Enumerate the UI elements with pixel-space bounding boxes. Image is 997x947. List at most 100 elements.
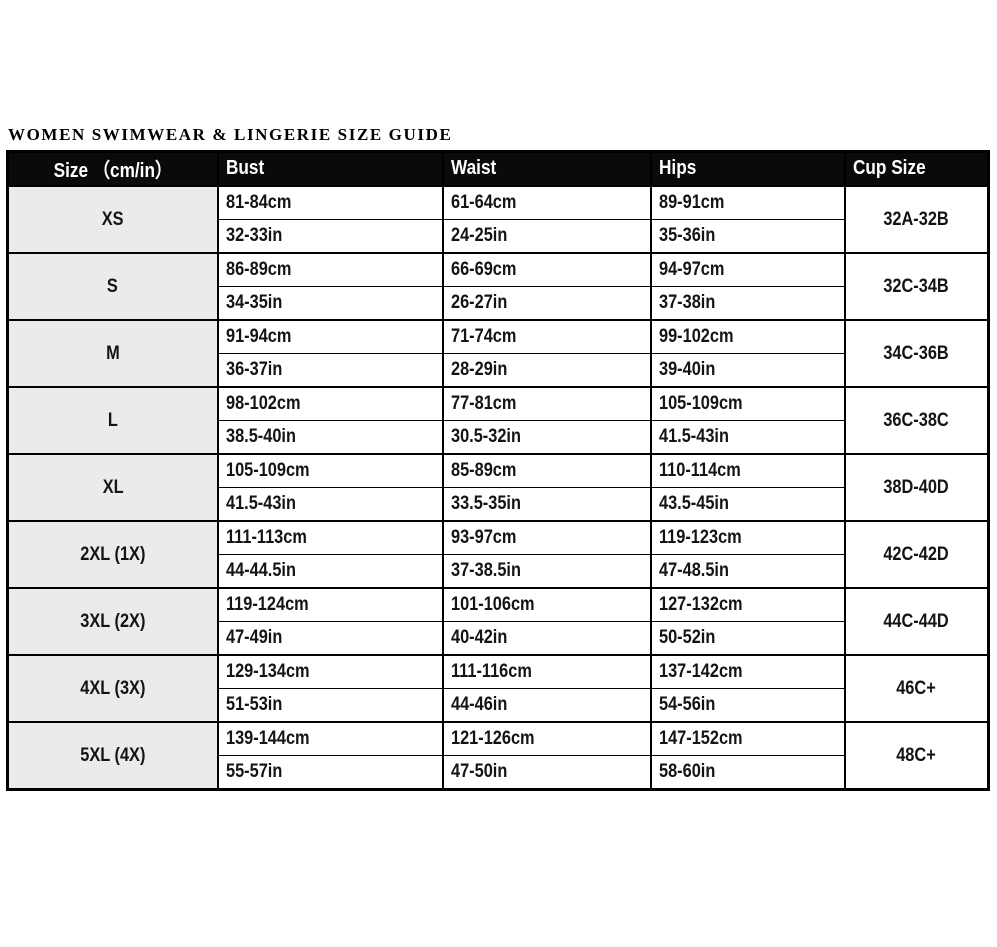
hips-in-value: 54-56in [658,694,715,715]
hips-in-value: 50-52in [658,627,715,648]
table-row: 51-53in 44-46in 54-56in [8,688,989,723]
waist-cm-value: 111-116cm [450,661,532,682]
size-label: 3XL (2X) [80,610,146,632]
hips-cm-cell: 99-102cm [649,320,846,354]
table-row: 4XL (3X) 129-134cm 111-116cm 137-142cm 4… [6,655,990,723]
waist-cm-cell: 101-106cm [441,588,652,622]
bust-in-cell: 36-37in [216,353,444,388]
hips-cm-value: 99-102cm [658,326,733,347]
col-header-hips-label: Hips [658,157,696,179]
size-label: XS [101,208,124,230]
table-row: L 98-102cm 77-81cm 105-109cm 36C-38C [6,387,990,455]
size-cell-5xl: 5XL (4X) [6,722,219,791]
table-row: XL 105-109cm 85-89cm 110-114cm 38D-40D [6,454,990,522]
cup-size-cell: 46C+ [843,655,990,723]
bust-cm-value: 105-109cm [225,460,310,481]
waist-cm-cell: 77-81cm [441,387,652,421]
waist-in-value: 26-27in [450,292,507,313]
bust-cm-cell: 91-94cm [216,320,444,354]
waist-in-value: 47-50in [450,761,507,782]
waist-in-value: 37-38.5in [450,560,521,581]
size-cell-xl: XL [6,454,219,522]
waist-in-cell: 24-25in [441,219,652,254]
hips-in-cell: 54-56in [649,688,846,723]
hips-cm-value: 110-114cm [658,460,741,481]
table-row: 32-33in 24-25in 35-36in [8,219,989,254]
bust-in-value: 51-53in [225,694,282,715]
cup-size-cell: 38D-40D [843,454,990,522]
bust-in-value: 32-33in [225,225,282,246]
table-row: 3XL (2X) 119-124cm 101-106cm 127-132cm 4… [6,588,990,656]
cup-size-cell: 42C-42D [843,521,990,589]
table-row: 5XL (4X) 139-144cm 121-126cm 147-152cm 4… [6,722,990,791]
table-row: 2XL (1X) 111-113cm 93-97cm 119-123cm 42C… [6,521,990,589]
bust-cm-cell: 86-89cm [216,253,444,287]
waist-in-value: 33.5-35in [450,493,521,514]
hips-cm-cell: 105-109cm [649,387,846,421]
waist-in-value: 24-25in [450,225,507,246]
table-row: 34-35in 26-27in 37-38in [8,286,989,321]
bust-in-value: 47-49in [225,627,282,648]
hips-in-cell: 47-48.5in [649,554,846,589]
table-row: 44-44.5in 37-38.5in 47-48.5in [8,554,989,589]
size-label: 4XL (3X) [80,677,146,699]
cup-size-value: 42C-42D [883,543,949,565]
bust-in-value: 41.5-43in [225,493,296,514]
col-header-hips: Hips [649,151,846,187]
bust-cm-value: 91-94cm [225,326,291,347]
col-header-size: Size （cm/in） [6,151,219,187]
cup-size-value: 44C-44D [883,610,949,632]
hips-in-cell: 39-40in [649,353,846,388]
hips-cm-cell: 89-91cm [649,186,846,220]
bust-cm-value: 111-113cm [225,527,307,548]
cup-size-value: 48C+ [896,744,937,766]
bust-cm-value: 139-144cm [225,728,310,749]
cup-size-cell: 34C-36B [843,320,990,388]
bust-in-cell: 38.5-40in [216,420,444,455]
bust-in-cell: 47-49in [216,621,444,656]
hips-in-cell: 58-60in [649,755,846,791]
cup-size-value: 32C-34B [883,275,949,297]
bust-in-cell: 32-33in [216,219,444,254]
cup-size-cell: 36C-38C [843,387,990,455]
hips-cm-value: 147-152cm [658,728,743,749]
table-row: 36-37in 28-29in 39-40in [8,353,989,388]
waist-in-cell: 40-42in [441,621,652,656]
hips-cm-value: 94-97cm [658,259,724,280]
table-row: 47-49in 40-42in 50-52in [8,621,989,656]
size-label: XL [102,476,124,498]
hips-cm-cell: 137-142cm [649,655,846,689]
page-title: WOMEN SWIMWEAR & LINGERIE SIZE GUIDE [8,125,453,144]
hips-in-value: 39-40in [658,359,715,380]
waist-cm-value: 121-126cm [450,728,535,749]
size-cell-2xl: 2XL (1X) [6,521,219,589]
waist-in-value: 40-42in [450,627,507,648]
waist-in-value: 44-46in [450,694,507,715]
col-header-cup-size-label: Cup Size [852,157,926,179]
hips-in-value: 43.5-45in [658,493,729,514]
bust-in-cell: 44-44.5in [216,554,444,589]
size-guide-table: Size （cm/in） Bust Waist Hips Cup Size XS… [6,150,990,791]
waist-cm-value: 101-106cm [450,594,535,615]
cup-size-value: 38D-40D [883,476,949,498]
cup-size-cell: 32C-34B [843,253,990,321]
waist-in-cell: 28-29in [441,353,652,388]
bust-in-cell: 51-53in [216,688,444,723]
bust-cm-value: 129-134cm [225,661,310,682]
waist-cm-cell: 121-126cm [441,722,652,756]
hips-in-value: 37-38in [658,292,715,313]
col-header-size-label: Size （cm/in） [53,160,173,182]
size-label: 5XL (4X) [80,744,146,766]
bust-cm-cell: 105-109cm [216,454,444,488]
hips-cm-value: 127-132cm [658,594,743,615]
hips-cm-value: 137-142cm [658,661,743,682]
col-header-waist-label: Waist [450,157,496,179]
waist-in-cell: 30.5-32in [441,420,652,455]
size-cell-3xl: 3XL (2X) [6,588,219,656]
bust-cm-cell: 81-84cm [216,186,444,220]
hips-cm-value: 119-123cm [658,527,742,548]
bust-cm-cell: 129-134cm [216,655,444,689]
waist-in-cell: 33.5-35in [441,487,652,522]
waist-cm-value: 66-69cm [450,259,516,280]
